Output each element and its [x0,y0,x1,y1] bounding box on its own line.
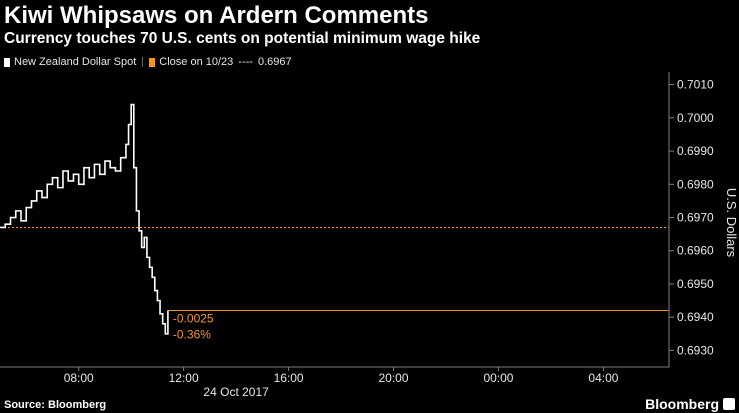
legend-item-close: Close on 10/23 ---- 0.6967 [149,56,292,68]
y-axis-title: U.S. Dollars [724,188,739,258]
annotations: -0.0025 -0.36% [173,312,214,342]
legend-swatch-close [149,57,156,67]
change-annotation: -0.0025 [173,312,214,326]
y-tick-label: 0.6940 [677,310,714,324]
y-tick-label: 0.7000 [677,111,714,125]
chart-legend: New Zealand Dollar Spot Close on 10/23 -… [4,55,292,69]
chart-subtitle: Currency touches 70 U.S. cents on potent… [4,30,481,47]
x-tick-label: 12:00 [169,371,199,385]
legend-close-dashes: ---- [238,56,253,68]
bloomberg-logo: Bloomberg [645,396,719,412]
series-line-nzd-spot [0,103,169,335]
reference-lines [0,226,669,312]
y-tick-label: 0.6970 [677,211,714,225]
source-note: Source: Bloomberg [4,399,107,411]
legend-separator [142,57,144,67]
axes: 0.6930 0.6940 0.6950 0.6960 0.6970 0.6980 0.69… [0,72,739,399]
y-tick-label: 0.6950 [677,277,714,291]
bloomberg-badge-icon [723,398,735,410]
legend-swatch-series [4,57,10,67]
legend-series-label: New Zealand Dollar Spot [14,56,137,68]
x-tick-label: 16:00 [274,371,304,385]
y-tick-label: 0.7010 [677,78,714,92]
y-tick-label: 0.6930 [677,343,714,357]
x-date-label: 24 Oct 2017 [203,385,269,399]
legend-close-label: Close on 10/23 [159,56,234,68]
legend-item-series: New Zealand Dollar Spot [4,56,136,68]
y-tick-label: 0.6990 [677,144,714,158]
y-tick-label: 0.6960 [677,244,714,258]
x-tick-label: 00:00 [483,371,513,385]
x-tick-label: 20:00 [379,371,409,385]
y-tick-label: 0.6980 [677,177,714,191]
legend-close-value: 0.6967 [257,56,292,68]
x-tick-label: 04:00 [588,371,618,385]
x-tick-label: 08:00 [64,371,94,385]
chart-title: Kiwi Whipsaws on Ardern Comments [4,2,429,29]
series-layer [0,103,169,335]
change-pct-annotation: -0.36% [173,328,211,342]
